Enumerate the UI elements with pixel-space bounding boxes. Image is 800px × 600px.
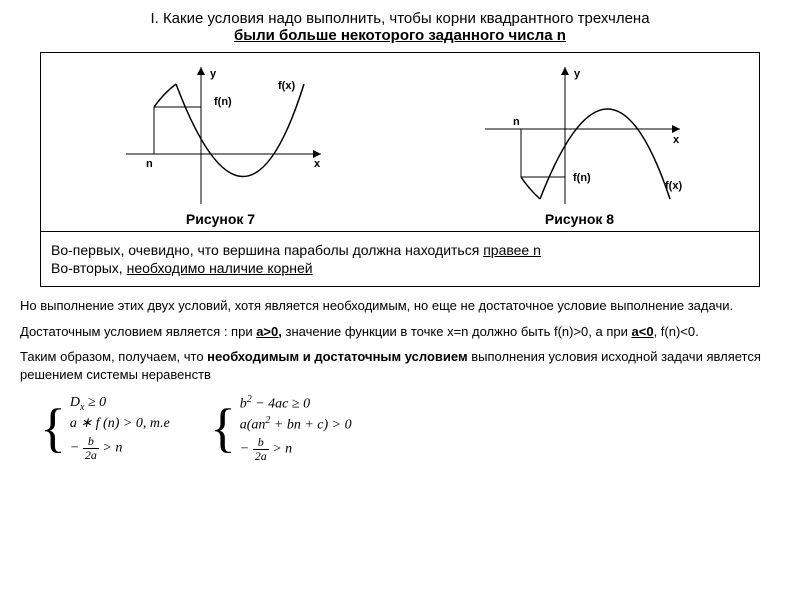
para2-c: значение функции в точке x=n должно быть… bbox=[282, 324, 632, 339]
brace-icon: { bbox=[40, 401, 66, 455]
sys1-r3-den: 2a bbox=[83, 449, 99, 462]
condition-2-underline: необходимо наличие корней bbox=[127, 260, 313, 276]
sys1-row2: a ∗ f (n) > 0, т.е bbox=[70, 415, 170, 432]
figure-7-caption: Рисунок 7 bbox=[45, 211, 396, 227]
para2-d: a<0 bbox=[632, 324, 654, 339]
fx-label: f(x) bbox=[665, 180, 682, 192]
para2-b: a>0, bbox=[256, 324, 282, 339]
sys2-r3-pre: − bbox=[240, 441, 253, 456]
brace-icon: { bbox=[210, 401, 236, 455]
page-title: I. Какие условия надо выполнить, чтобы к… bbox=[20, 10, 780, 44]
sys1-r3-pre: − bbox=[70, 441, 83, 456]
condition-1-underline: правее n bbox=[483, 242, 541, 258]
sys2-row2: a(an2 + bn + c) > 0 bbox=[240, 415, 352, 434]
sys2-row3: − b2a > n bbox=[240, 436, 352, 463]
figure-8-cell: y x f(x) n f(n) Рисунок 8 bbox=[400, 53, 759, 231]
n-label: n bbox=[146, 158, 153, 170]
axis-y-label: y bbox=[574, 68, 581, 80]
sys2-row1: b2 − 4ac ≥ 0 bbox=[240, 394, 352, 413]
condition-1-text: Во-первых, очевидно, что вершина парабол… bbox=[51, 242, 483, 258]
sys2-r2-b: + bn + c) > 0 bbox=[270, 418, 351, 433]
sys2-r2-a: a(an bbox=[240, 418, 266, 433]
axis-y-label: y bbox=[210, 68, 217, 80]
fx-label: f(x) bbox=[278, 80, 295, 92]
sys1-r3-num: b bbox=[83, 435, 99, 449]
condition-2: Во-вторых, необходимо наличие корней bbox=[51, 260, 749, 276]
sys2-r3-den: 2a bbox=[253, 450, 269, 463]
sys2-r1-a: b bbox=[240, 397, 247, 412]
graphs-row: y x f(x) n f(n) Рисунок 7 bbox=[41, 53, 759, 232]
paragraph-2: Достаточным условием является : при a>0,… bbox=[20, 323, 780, 341]
parabola-up-icon: y x f(x) n f(n) bbox=[106, 59, 336, 209]
sys2-r3-num: b bbox=[253, 436, 269, 450]
axis-x-label: x bbox=[314, 158, 321, 170]
paragraph-1: Но выполнение этих двух условий, хотя яв… bbox=[20, 297, 780, 315]
figure-table: y x f(x) n f(n) Рисунок 7 bbox=[40, 52, 760, 287]
title-line2: были больше некоторого заданного числа n bbox=[20, 27, 780, 44]
para2-e: , f(n)<0. bbox=[654, 324, 699, 339]
sys2-r3-tail: > n bbox=[269, 441, 292, 456]
conditions-row: Во-первых, очевидно, что вершина парабол… bbox=[41, 232, 759, 286]
sys1-row1: Dx ≥ 0 bbox=[70, 395, 170, 413]
n-label: n bbox=[513, 116, 520, 128]
para2-a: Достаточным условием является : при bbox=[20, 324, 256, 339]
parabola-down-icon: y x f(x) n f(n) bbox=[465, 59, 695, 209]
para3-a: Таким образом, получаем, что bbox=[20, 349, 207, 364]
system-2-body: b2 − 4ac ≥ 0 a(an2 + bn + c) > 0 − b2a >… bbox=[240, 393, 352, 463]
para3-b: необходимым и достаточным условием bbox=[207, 349, 467, 364]
system-2: { b2 − 4ac ≥ 0 a(an2 + bn + c) > 0 − b2a… bbox=[210, 393, 352, 463]
fn-label: f(n) bbox=[214, 96, 232, 108]
sys1-row3: − b2a > n bbox=[70, 435, 170, 462]
sys2-r1-tail: − 4ac ≥ 0 bbox=[252, 397, 310, 412]
figure-8-caption: Рисунок 8 bbox=[404, 211, 755, 227]
sys1-r1-a: D bbox=[70, 395, 80, 410]
body-text: Но выполнение этих двух условий, хотя яв… bbox=[20, 297, 780, 383]
axis-x-label: x bbox=[673, 134, 680, 146]
sys1-r3-tail: > n bbox=[99, 441, 122, 456]
system-1-body: Dx ≥ 0 a ∗ f (n) > 0, т.е − b2a > n bbox=[70, 393, 170, 463]
paragraph-3: Таким образом, получаем, что необходимым… bbox=[20, 348, 780, 383]
condition-2-text: Во-вторых, bbox=[51, 260, 127, 276]
title-line1: I. Какие условия надо выполнить, чтобы к… bbox=[20, 10, 780, 27]
systems-block: { Dx ≥ 0 a ∗ f (n) > 0, т.е − b2a > n { … bbox=[40, 393, 780, 463]
figure-7-cell: y x f(x) n f(n) Рисунок 7 bbox=[41, 53, 400, 231]
sys1-r1-tail: ≥ 0 bbox=[85, 395, 107, 410]
system-1: { Dx ≥ 0 a ∗ f (n) > 0, т.е − b2a > n bbox=[40, 393, 170, 463]
fn-label: f(n) bbox=[573, 172, 591, 184]
condition-1: Во-первых, очевидно, что вершина парабол… bbox=[51, 242, 749, 258]
